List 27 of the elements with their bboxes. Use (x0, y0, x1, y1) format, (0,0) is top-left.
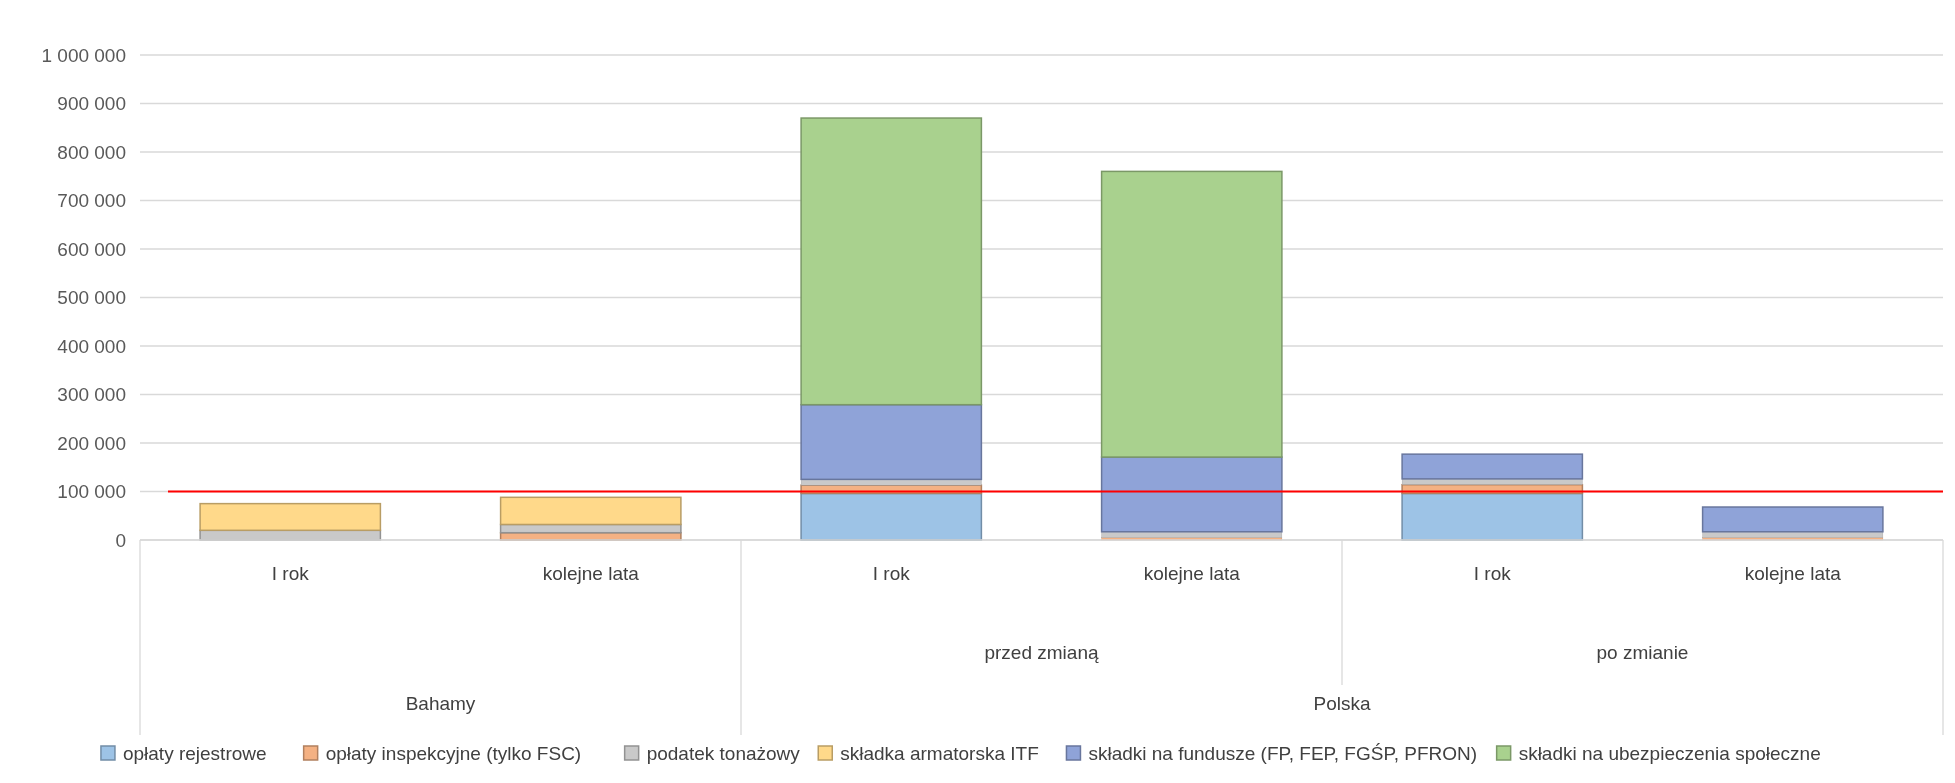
x-tick-label: I rok (872, 563, 911, 584)
x-tick-label: kolejne lata (1143, 563, 1241, 584)
y-tick-label: 500 000 (57, 287, 126, 309)
x-tick-label: I rok (1473, 563, 1512, 584)
text: Polska (1313, 693, 1371, 714)
text: Bahamy (405, 693, 476, 714)
x-tick-label: kolejne lata (542, 563, 640, 584)
y-tick-label: 400 000 (57, 335, 126, 357)
y-tick-label: 700 000 (57, 190, 126, 212)
y-tick-label: 900 000 (57, 93, 126, 115)
y-tick-label: 300 000 (57, 384, 126, 406)
y-tick-label: 800 000 (57, 141, 126, 163)
y-tick-label: 200 000 (57, 432, 126, 454)
legend-label: składki na ubezpieczenia społeczne (1518, 742, 1821, 764)
y-tick-label: 0 (115, 529, 126, 551)
legend-label: opłaty inspekcyjne (tylko FSC) (325, 742, 582, 764)
x-tick-label: kolejne lata (1744, 563, 1842, 584)
y-tick-label: 100 000 (57, 481, 126, 503)
text: po zmianie (1596, 642, 1689, 663)
legend-label: opłaty rejestrowe (122, 742, 267, 764)
y-tick-label: 1 000 000 (41, 44, 126, 66)
text: przed zmianą (984, 642, 1099, 663)
legend-label: składka armatorska ITF (840, 742, 1039, 764)
legend-label: składki na fundusze (FP, FEP, FGŚP, PFRON) (1088, 742, 1478, 764)
y-tick-label: 600 000 (57, 238, 126, 260)
legend-label: podatek tonażowy (646, 742, 801, 764)
x-tick-label: I rok (271, 563, 310, 584)
